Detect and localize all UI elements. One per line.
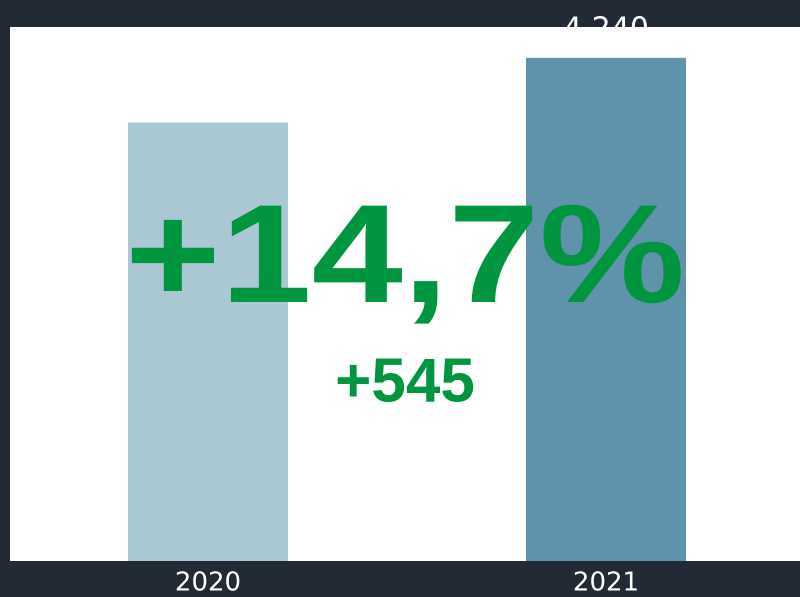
bar: [526, 57, 686, 561]
value-label: 4.240: [563, 11, 649, 46]
bar: [128, 122, 288, 561]
x-tick-label: 2021: [573, 568, 639, 597]
x-tick-label: 2020: [175, 568, 241, 597]
annotation-delta: +545: [335, 346, 475, 415]
annotation-percent: +14,7%: [125, 175, 685, 332]
